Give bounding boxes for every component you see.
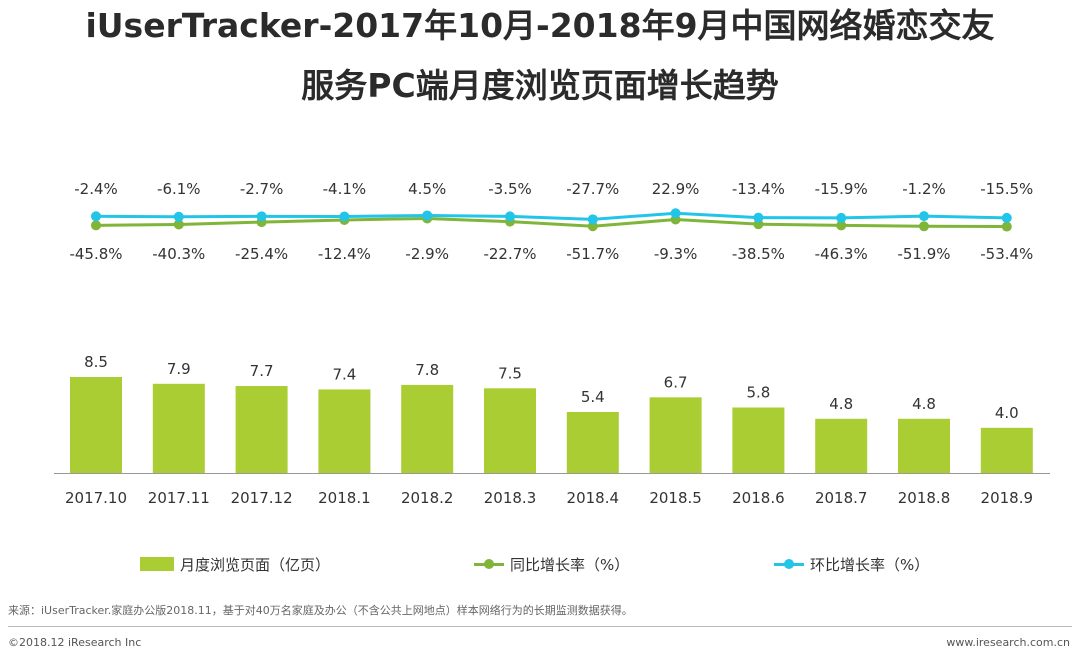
mom-point-2018.9 [1001, 212, 1012, 223]
x-tick-2018.3: 2018.3 [484, 489, 537, 507]
mom-point-2018.5 [670, 208, 681, 219]
legend-bar: 月度浏览页面（亿页） [140, 553, 330, 575]
footer-divider [8, 626, 1072, 627]
bar-label-2018.9: 4.0 [995, 404, 1019, 422]
mom-point-2018.8 [919, 211, 929, 222]
yoy-point-2017.11 [173, 219, 184, 230]
mom-label-2018.7: -15.9% [815, 180, 868, 198]
yoy-point-2017.10 [91, 220, 101, 231]
yoy-point-2018.9 [1001, 221, 1012, 232]
bar-label-2018.7: 4.8 [829, 395, 853, 413]
bar-2017.11 [152, 383, 205, 473]
bar-label-2017.10: 8.5 [84, 353, 108, 371]
yoy-label-2018.4: -51.7% [566, 245, 619, 263]
bar-label-2018.3: 7.5 [498, 364, 522, 382]
yoy-label-2018.1: -12.4% [318, 245, 371, 263]
yoy-label-2018.5: -9.3% [654, 245, 698, 263]
x-tick-2018.2: 2018.2 [401, 489, 454, 507]
yoy-label-2018.7: -46.3% [815, 245, 868, 263]
bar-label-2018.4: 5.4 [581, 388, 605, 406]
bar-2018.4 [566, 412, 619, 473]
bar-2018.1 [318, 389, 371, 473]
x-tick-2017.11: 2017.11 [148, 489, 210, 507]
mom-label-2017.10: -2.4% [74, 180, 118, 198]
yoy-point-2018.8 [919, 221, 929, 232]
mom-point-2017.12 [256, 211, 267, 222]
bar-label-2018.6: 5.8 [746, 383, 770, 401]
mom-point-2018.7 [836, 212, 847, 223]
legend-bar-swatch [140, 557, 174, 571]
bar-label-2018.2: 7.8 [415, 361, 439, 379]
mom-label-2018.5: 22.9% [652, 180, 700, 198]
legend-bar-label: 月度浏览页面（亿页） [180, 555, 331, 574]
yoy-label-2017.10: -45.8% [69, 245, 122, 263]
legend-mom-label: 环比增长率（%） [810, 555, 930, 574]
yoy-label-2018.9: -53.4% [980, 245, 1033, 263]
x-tick-2018.7: 2018.7 [815, 489, 868, 507]
mom-label-2018.6: -13.4% [732, 180, 785, 198]
yoy-label-2018.3: -22.7% [483, 245, 536, 263]
legend-mom-swatch [774, 557, 804, 571]
website: www.iresearch.com.cn [946, 636, 1070, 649]
mom-point-2018.3 [505, 211, 515, 222]
mom-point-2018.4 [587, 214, 598, 225]
bar-label-2017.12: 7.7 [250, 362, 274, 380]
x-tick-2018.6: 2018.6 [732, 489, 785, 507]
x-tick-2018.9: 2018.9 [981, 489, 1034, 507]
bar-label-2017.11: 7.9 [167, 360, 191, 378]
yoy-label-2017.12: -25.4% [235, 245, 288, 263]
bar-2018.3 [484, 388, 536, 473]
bar-2018.8 [898, 418, 950, 473]
chart-title-line-1: iUserTracker-2017年10月-2018年9月中国网络婚恋交友 [85, 6, 995, 45]
bar-label-2018.5: 6.7 [664, 373, 688, 391]
x-tick-2017.10: 2017.10 [65, 489, 127, 507]
yoy-point-2018.7 [836, 220, 847, 231]
bar-2018.6 [732, 407, 785, 473]
mom-label-2018.2: 4.5% [408, 180, 446, 198]
legend-yoy-label: 同比增长率（%） [510, 555, 630, 574]
mom-label-2017.12: -2.7% [240, 180, 284, 198]
bar-2017.10 [70, 377, 122, 473]
bar-2018.7 [815, 418, 868, 473]
mom-label-2018.1: -4.1% [323, 180, 367, 198]
x-tick-2018.4: 2018.4 [567, 489, 620, 507]
bar-2018.2 [401, 384, 454, 473]
x-tick-2018.8: 2018.8 [898, 489, 951, 507]
bar-2018.9 [980, 427, 1033, 473]
bar-2017.12 [235, 386, 288, 473]
legend-mom: 环比增长率（%） [774, 553, 929, 575]
x-tick-2017.12: 2017.12 [231, 489, 293, 507]
mom-point-2018.1 [339, 211, 350, 222]
yoy-label-2018.6: -38.5% [732, 245, 785, 263]
legend-yoy-swatch [474, 557, 504, 571]
yoy-label-2017.11: -40.3% [152, 245, 205, 263]
mom-label-2018.9: -15.5% [980, 180, 1033, 198]
mom-label-2018.3: -3.5% [488, 180, 532, 198]
legend-yoy: 同比增长率（%） [474, 553, 629, 575]
mom-point-2018.2 [422, 210, 433, 221]
bar-label-2018.8: 4.8 [912, 395, 936, 413]
x-tick-2018.5: 2018.5 [649, 489, 702, 507]
mom-line [95, 211, 1007, 221]
bar-2018.5 [649, 397, 702, 473]
copyright: ©2018.12 iResearch Inc [8, 636, 142, 649]
yoy-point-2018.4 [587, 221, 598, 232]
mom-label-2017.11: -6.1% [157, 180, 201, 198]
yoy-label-2018.2: -2.9% [405, 245, 449, 263]
bar-label-2018.1: 7.4 [332, 365, 356, 383]
chart-title-line-2: 服务PC端月度浏览页面增长趋势 [301, 66, 779, 105]
mom-point-2017.10 [91, 211, 101, 222]
yoy-line [95, 216, 1007, 229]
mom-point-2017.11 [173, 211, 184, 222]
mom-point-2018.6 [753, 212, 764, 223]
mom-label-2018.4: -27.7% [566, 180, 619, 198]
mom-label-2018.8: -1.2% [902, 180, 946, 198]
x-tick-2018.1: 2018.1 [318, 489, 371, 507]
source-note: 来源：iUserTracker.家庭办公版2018.11，基于对40万名家庭及办… [8, 604, 633, 617]
yoy-label-2018.8: -51.9% [897, 245, 950, 263]
